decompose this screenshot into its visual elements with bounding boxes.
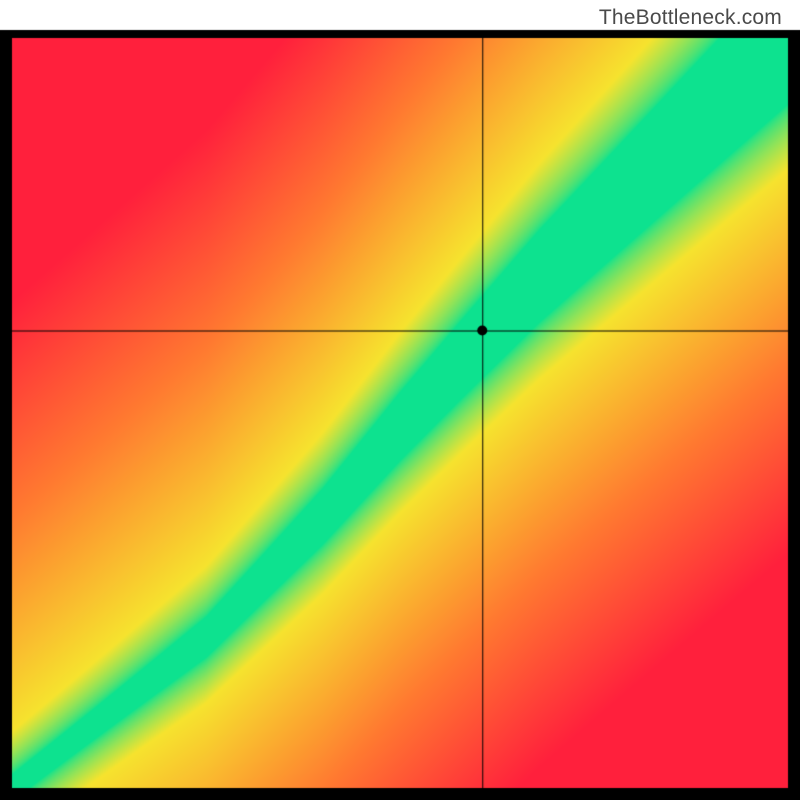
watermark-text: TheBottleneck.com [599, 6, 782, 30]
chart-container: TheBottleneck.com [0, 0, 800, 800]
bottleneck-heatmap [0, 0, 800, 800]
